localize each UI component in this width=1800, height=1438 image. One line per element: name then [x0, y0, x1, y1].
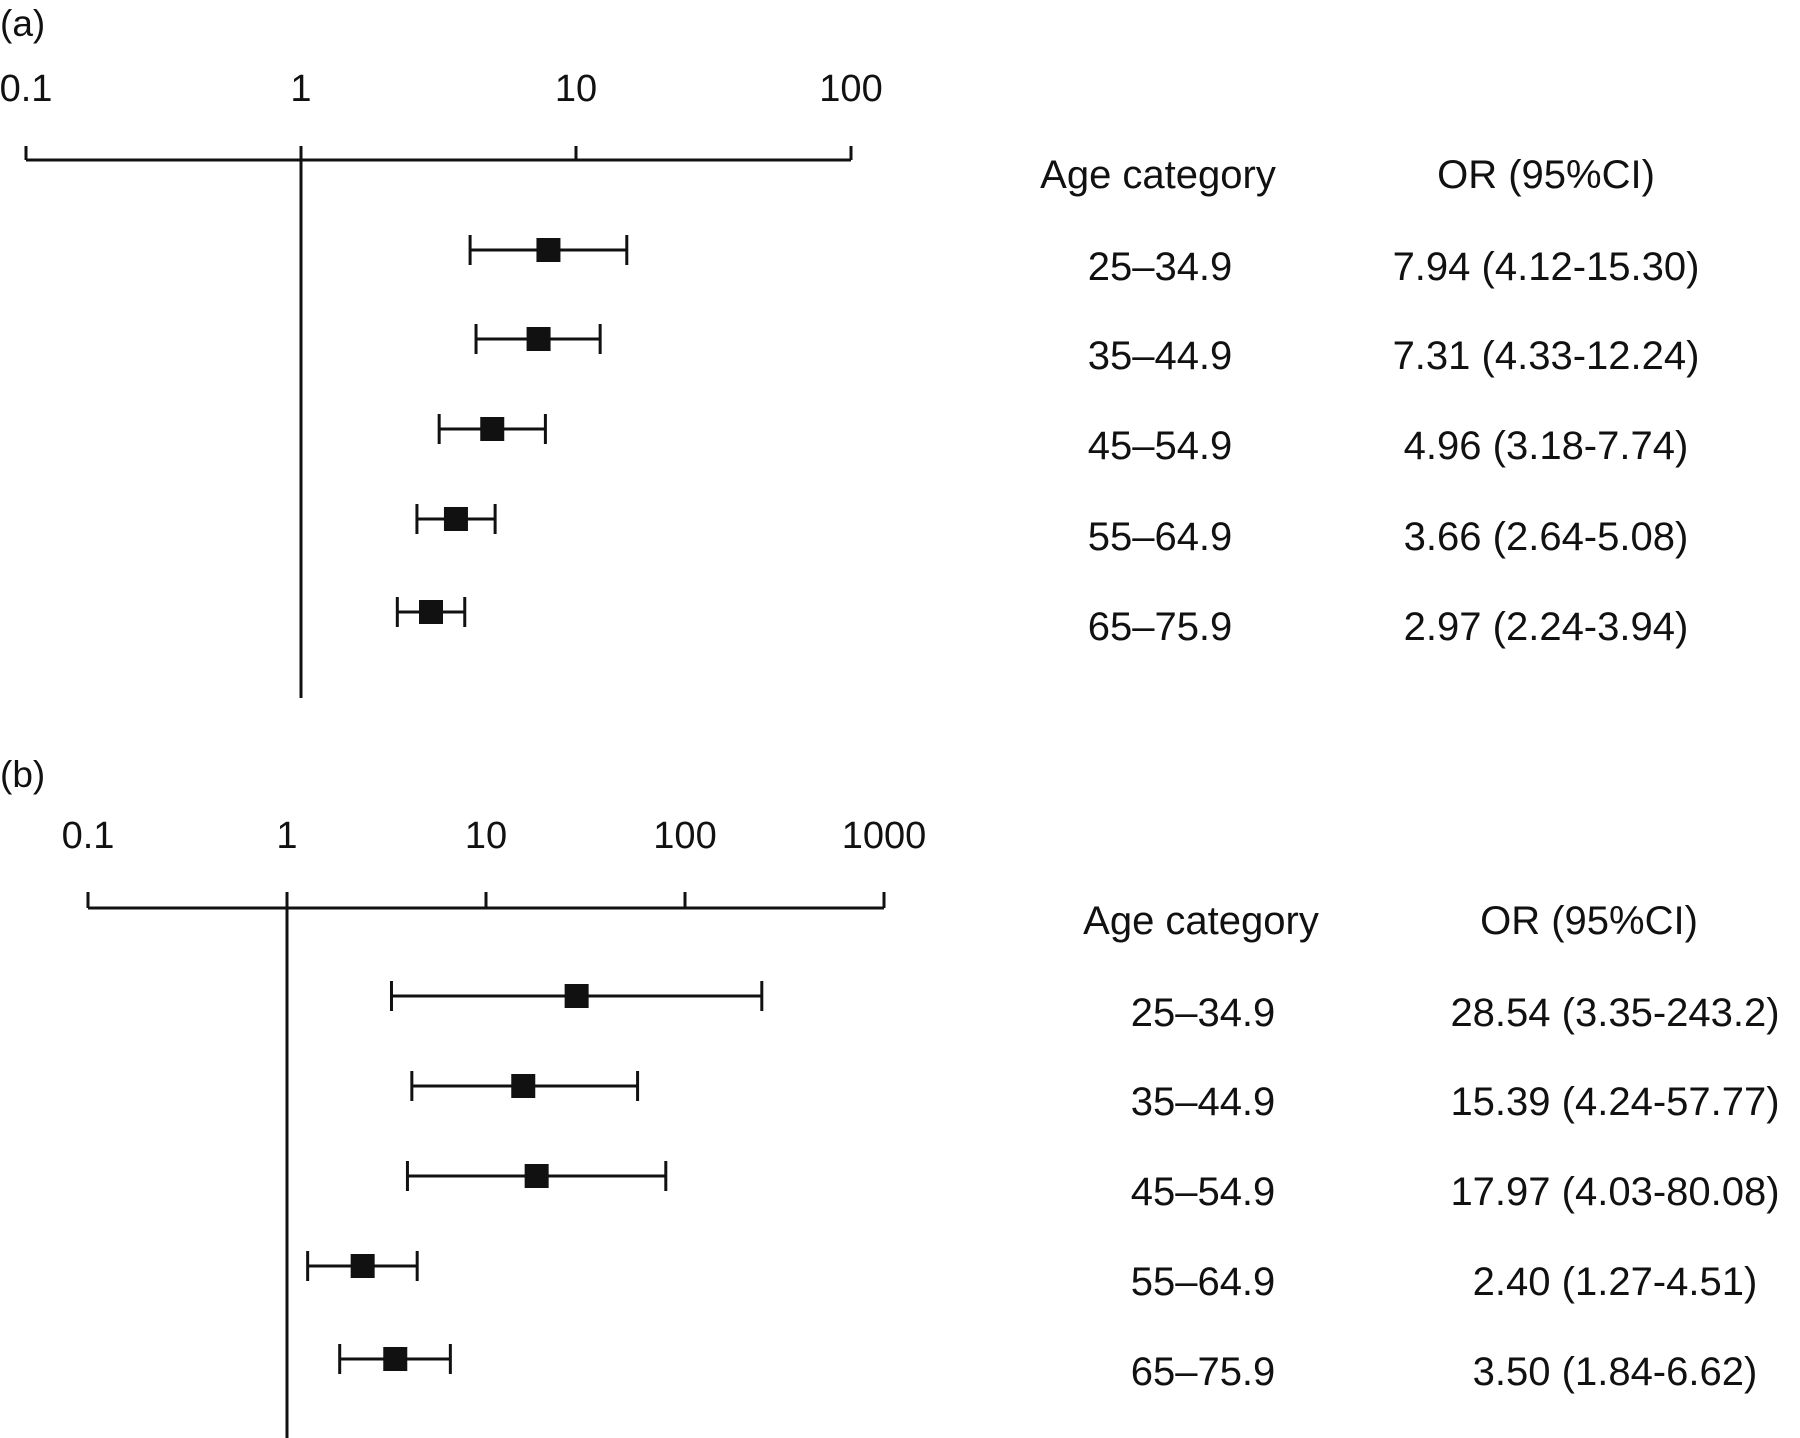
- table-age-cell: 65–75.9: [1088, 605, 1233, 649]
- table-age-cell: 35–44.9: [1088, 334, 1233, 378]
- table-age-cell: 45–54.9: [1088, 424, 1233, 468]
- x-tick-label: 10: [555, 68, 597, 110]
- x-tick-label: 10: [465, 815, 507, 857]
- panel-a-label: (a): [0, 3, 45, 44]
- table-age-cell: 25–34.9: [1131, 991, 1276, 1035]
- table-age-cell: 55–64.9: [1088, 515, 1233, 559]
- x-tick-label: 100: [653, 815, 716, 857]
- table-or-cell: 3.50 (1.84-6.62): [1473, 1350, 1758, 1394]
- table-age-cell: 35–44.9: [1131, 1080, 1276, 1124]
- panel-b-age-header: Age category: [1083, 899, 1319, 943]
- table-or-cell: 15.39 (4.24-57.77): [1450, 1080, 1779, 1124]
- odds-ratio-marker: [526, 327, 551, 351]
- table-age-cell: 65–75.9: [1131, 1350, 1276, 1394]
- odds-ratio-marker: [350, 1254, 375, 1278]
- table-or-cell: 2.40 (1.27-4.51): [1473, 1260, 1758, 1304]
- table-age-cell: 55–64.9: [1131, 1260, 1276, 1304]
- odds-ratio-marker: [419, 600, 444, 624]
- table-or-cell: 28.54 (3.35-243.2): [1450, 991, 1779, 1035]
- panel-b-or-header: OR (95%CI): [1480, 899, 1698, 943]
- x-tick-label: 1: [276, 815, 297, 857]
- table-or-cell: 4.96 (3.18-7.74): [1404, 424, 1689, 468]
- odds-ratio-marker: [536, 238, 561, 262]
- x-tick-label: 0.1: [62, 815, 115, 857]
- odds-ratio-marker: [443, 507, 468, 531]
- table-age-cell: 45–54.9: [1131, 1170, 1276, 1214]
- panel-b-plot: 0.1 1 10 100 1000: [62, 815, 927, 1438]
- table-or-cell: 2.97 (2.24-3.94): [1404, 605, 1689, 649]
- odds-ratio-marker: [480, 417, 505, 441]
- table-or-cell: 7.94 (4.12-15.30): [1393, 245, 1700, 289]
- table-or-cell: 3.66 (2.64-5.08): [1404, 515, 1689, 559]
- odds-ratio-marker: [383, 1347, 408, 1371]
- panel-b-table: 25–34.9 28.54 (3.35-243.2) 35–44.9 15.39…: [1131, 991, 1780, 1394]
- odds-ratio-marker: [564, 984, 589, 1008]
- x-tick-label: 0.1: [0, 68, 52, 110]
- table-or-cell: 7.31 (4.33-12.24): [1393, 334, 1700, 378]
- panel-a-plot: 0.1 1 10 100: [0, 68, 883, 698]
- odds-ratio-marker: [511, 1074, 536, 1098]
- x-tick-label: 100: [819, 68, 882, 110]
- table-age-cell: 25–34.9: [1088, 245, 1233, 289]
- panel-b-label: (b): [0, 754, 45, 795]
- odds-ratio-marker: [524, 1164, 549, 1188]
- x-tick-label: 1000: [842, 815, 927, 857]
- table-or-cell: 17.97 (4.03-80.08): [1450, 1170, 1779, 1214]
- x-tick-label: 1: [290, 68, 311, 110]
- panel-a-age-header: Age category: [1040, 153, 1276, 197]
- panel-a-table: 25–34.9 7.94 (4.12-15.30) 35–44.9 7.31 (…: [1088, 245, 1700, 649]
- panel-a-or-header: OR (95%CI): [1437, 153, 1655, 197]
